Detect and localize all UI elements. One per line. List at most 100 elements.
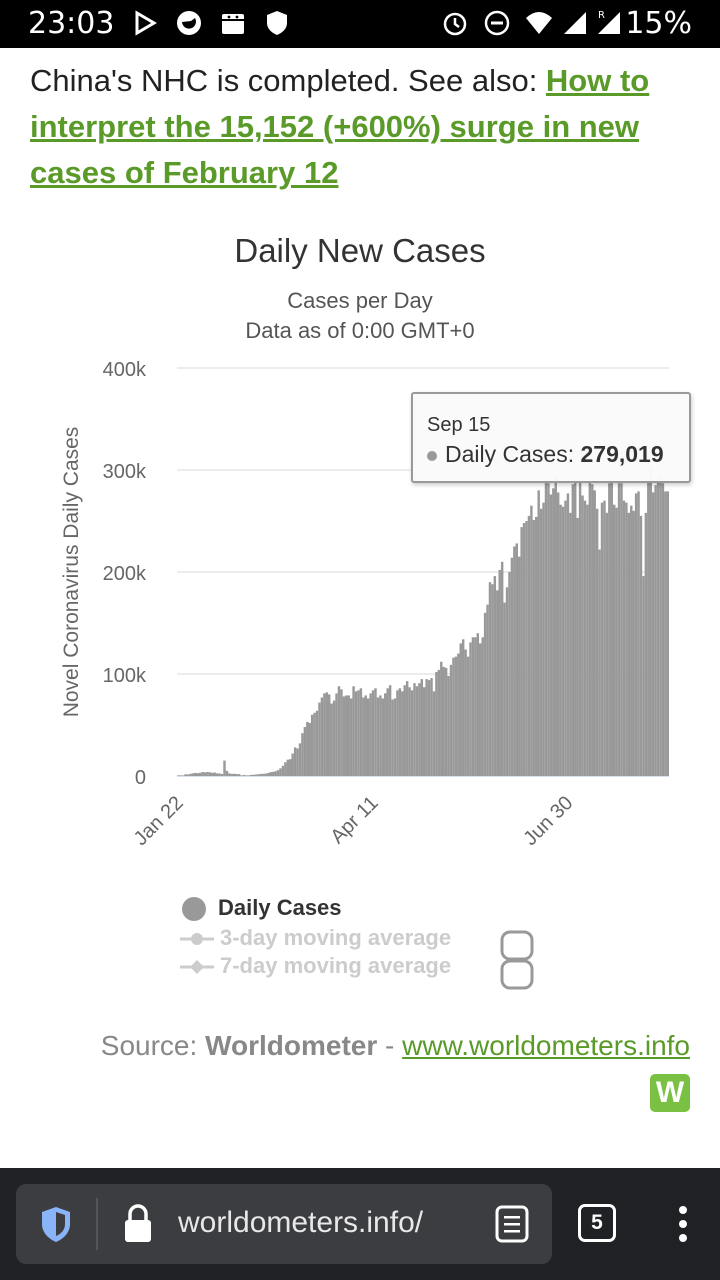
bar xyxy=(654,485,657,776)
daily-cases-chart[interactable]: 0 100k 200k 300k 400k Novel Coronavirus Daily… xyxy=(0,350,720,870)
legend-item-7day-average[interactable]: 7-day moving average xyxy=(180,953,451,979)
bar xyxy=(542,502,545,776)
bar xyxy=(245,775,248,776)
privacy-shield-icon[interactable] xyxy=(38,1204,74,1244)
legend-item-daily-cases[interactable]: Daily Cases xyxy=(182,895,342,922)
bar xyxy=(298,743,302,776)
bar xyxy=(491,584,494,776)
bar xyxy=(513,546,516,776)
article-text: China's NHC is completed. See also: xyxy=(30,63,546,98)
bar xyxy=(632,510,635,776)
bar xyxy=(539,508,543,776)
bar xyxy=(293,747,297,776)
bar xyxy=(634,493,638,776)
tabs-button[interactable]: 5 xyxy=(578,1204,616,1242)
bar xyxy=(330,703,333,776)
bar xyxy=(544,480,548,776)
bar xyxy=(447,676,450,776)
bar xyxy=(264,773,268,776)
reader-mode-icon[interactable] xyxy=(494,1204,530,1244)
legend-item-3day-average[interactable]: 3-day moving average xyxy=(180,925,451,951)
bar xyxy=(211,772,214,776)
bar xyxy=(498,569,501,776)
bar xyxy=(328,694,331,776)
bar xyxy=(500,561,504,776)
bar xyxy=(547,483,550,776)
y-tick-label: 0 xyxy=(135,767,146,789)
bar xyxy=(349,698,353,776)
bar xyxy=(493,576,497,776)
article-link[interactable]: How to interpret the 15,152 (+600%) surg… xyxy=(30,63,650,190)
bar xyxy=(405,681,409,776)
bar xyxy=(508,572,511,776)
bar xyxy=(303,727,307,776)
bar xyxy=(444,667,448,776)
bar xyxy=(291,753,294,776)
bar xyxy=(661,483,665,776)
bar xyxy=(627,512,631,776)
bar xyxy=(208,772,212,776)
bar xyxy=(366,698,370,776)
bar xyxy=(656,475,660,776)
bar xyxy=(630,505,633,776)
bar xyxy=(578,481,582,776)
bar xyxy=(177,775,180,776)
bar xyxy=(284,762,287,776)
bar xyxy=(371,690,375,776)
source-name: Worldometer xyxy=(205,1030,378,1061)
bar xyxy=(469,642,472,776)
bar xyxy=(510,557,514,776)
bar xyxy=(642,576,645,776)
address-bar[interactable]: worldometers.info/ xyxy=(16,1184,552,1264)
bar xyxy=(357,690,360,776)
bar xyxy=(449,664,453,776)
bar xyxy=(274,771,277,776)
bar xyxy=(318,702,321,776)
play-icon xyxy=(135,10,157,36)
bar xyxy=(583,500,587,776)
y-tick-label: 300k xyxy=(103,461,147,483)
bar xyxy=(588,481,592,776)
bar xyxy=(189,773,192,776)
bar xyxy=(425,679,428,776)
bar xyxy=(413,683,416,776)
bar xyxy=(196,773,199,776)
overflow-menu-icon[interactable] xyxy=(676,1204,690,1244)
bar xyxy=(267,772,270,776)
source-link[interactable]: www.worldometers.info xyxy=(402,1030,690,1061)
url-text[interactable]: worldometers.info/ xyxy=(178,1206,424,1239)
bar xyxy=(591,484,594,776)
bar xyxy=(393,698,397,776)
bar xyxy=(381,698,385,776)
bar xyxy=(310,714,314,776)
bar xyxy=(198,772,202,776)
bar xyxy=(391,699,394,776)
battery-level: 15% xyxy=(625,6,692,41)
legend-label: 3-day moving average xyxy=(220,925,452,950)
bar xyxy=(233,773,236,776)
bar xyxy=(457,653,460,776)
bar xyxy=(347,695,350,776)
bar xyxy=(225,770,229,776)
bar xyxy=(281,765,285,776)
bar xyxy=(574,480,577,776)
bar xyxy=(184,774,187,776)
bar xyxy=(659,475,662,776)
worldometer-logo[interactable]: W xyxy=(650,1074,690,1112)
bar xyxy=(454,656,458,776)
bar xyxy=(620,483,623,776)
bar xyxy=(342,696,346,776)
legend-navigation-icon[interactable] xyxy=(500,930,536,992)
bar xyxy=(308,722,311,776)
bar xyxy=(257,774,260,776)
bar xyxy=(471,637,475,776)
bar xyxy=(496,590,499,776)
bar xyxy=(252,774,255,776)
bar xyxy=(525,521,528,776)
chart-title: Daily New Cases xyxy=(234,232,486,269)
bar xyxy=(354,691,358,776)
dnd-icon xyxy=(484,10,510,36)
bar xyxy=(476,633,480,776)
x-tick-label: Jan 22 xyxy=(130,792,188,850)
tooltip-value-row: Daily Cases: 279,019 xyxy=(427,441,664,468)
